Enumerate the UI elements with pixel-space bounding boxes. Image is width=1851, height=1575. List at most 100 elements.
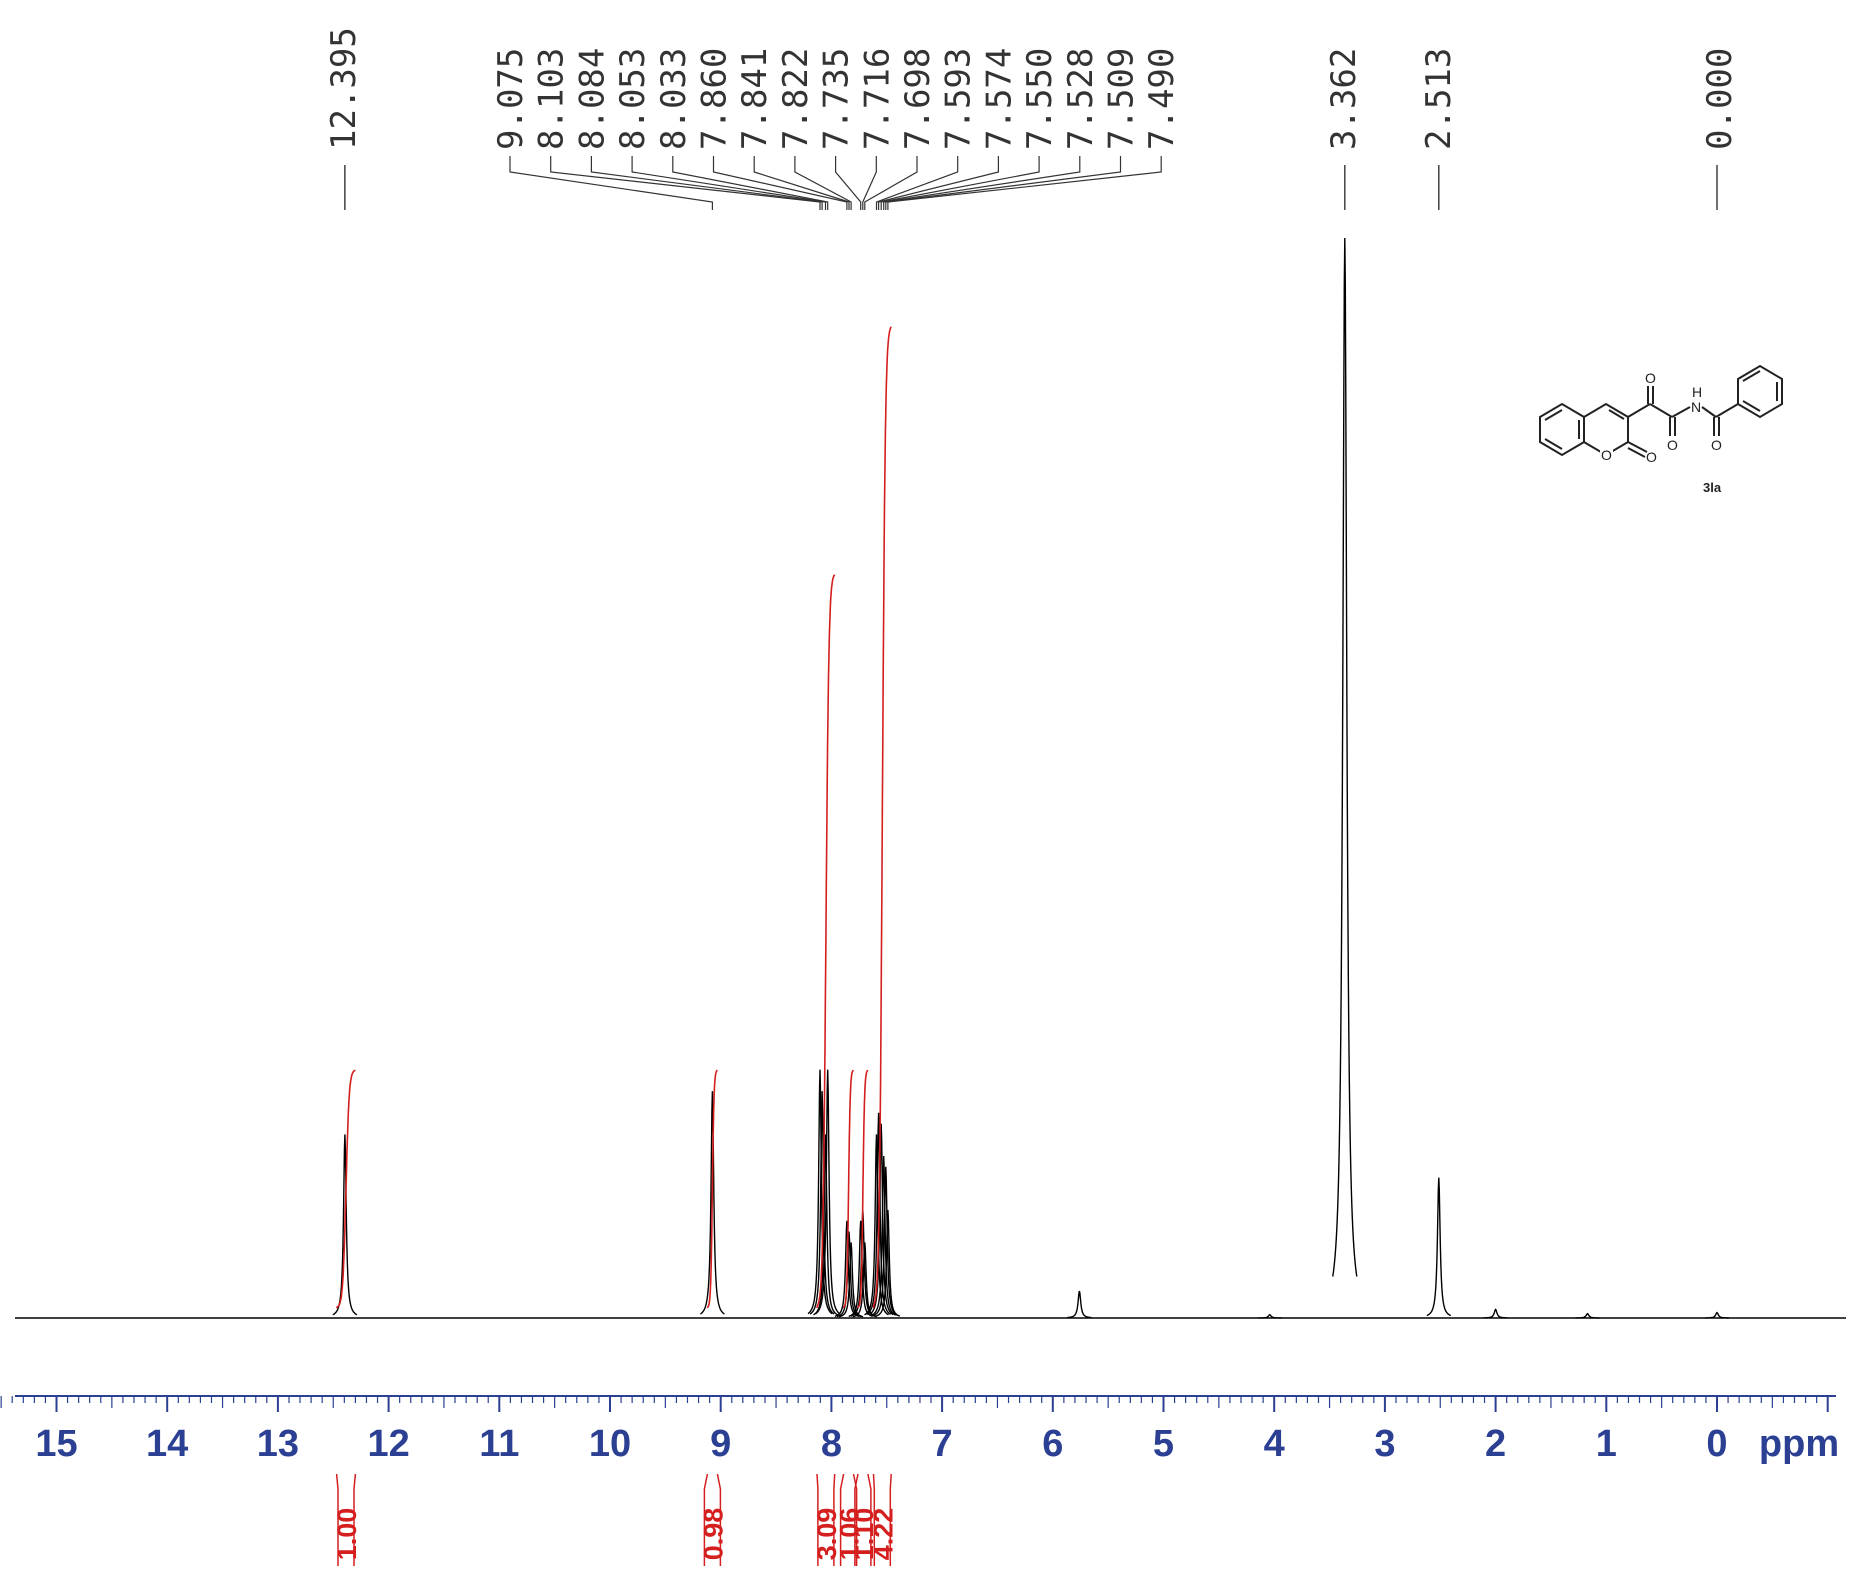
peak-connector <box>712 156 848 210</box>
x-tick-label: 11 <box>479 1423 519 1465</box>
spectrum-peak <box>868 1123 894 1316</box>
lactone-oxygen: O <box>1646 449 1657 465</box>
amide-oxygen: O <box>1667 437 1678 453</box>
integral-label: 0.98 <box>698 1508 728 1561</box>
phenyl-bond <box>1715 403 1739 418</box>
spectrum-peak <box>807 1069 833 1315</box>
peak-label: 7.822 <box>776 48 816 150</box>
peak-connector <box>864 156 918 210</box>
peak-label: 7.490 <box>1142 48 1182 150</box>
x-tick-label: 0 <box>1706 1423 1727 1465</box>
peak-label: 7.716 <box>857 48 897 150</box>
benzo-ring <box>1539 402 1585 457</box>
peak-label-layer: 12.395 9.075 8.103 8.084 8.053 8.033 7.860 7.84… <box>324 27 1740 210</box>
x-tick-label: 12 <box>367 1423 409 1465</box>
peak-connector <box>753 156 850 210</box>
phenyl-double-bond <box>1742 400 1761 412</box>
peak-connector <box>887 156 1162 210</box>
peak-label: 2.513 <box>1419 48 1459 150</box>
x-axis: 15 14 13 12 11 10 9 8 7 6 5 4 3 2 1 0 ppm <box>0 1395 1839 1465</box>
n-bond <box>1671 406 1691 418</box>
peak-connector <box>835 156 862 210</box>
x-tick-label: 8 <box>821 1423 842 1465</box>
spectrum-peak <box>1426 1177 1452 1317</box>
peak-connector <box>885 156 1122 210</box>
spectrum-peak <box>871 1155 897 1316</box>
spectrum-peak <box>809 1091 835 1315</box>
amide-bond <box>1649 403 1673 418</box>
integral-curve <box>706 1069 718 1309</box>
peak-label: 7.841 <box>735 48 775 150</box>
peak-connector <box>631 156 827 210</box>
integral-label: 1.06 <box>835 1508 865 1561</box>
integral-bracket <box>854 1473 872 1566</box>
peak-label: 7.528 <box>1061 48 1101 150</box>
spectrum-peak <box>1332 237 1358 1277</box>
benzoyl-oxygen: O <box>1711 437 1722 453</box>
peak-label: 9.075 <box>491 48 531 150</box>
benzo-double-bond <box>1544 438 1563 450</box>
spectrum-peak <box>1067 1290 1092 1319</box>
peak-connector <box>875 156 959 210</box>
x-tick-label: 3 <box>1374 1423 1395 1465</box>
peak-connector <box>880 156 1040 210</box>
spectrum-peak <box>848 1220 873 1317</box>
spectrum-peak <box>1705 1311 1729 1319</box>
integral-bracket <box>816 1473 836 1566</box>
x-tick-label: 9 <box>710 1423 731 1465</box>
spectrum-peak <box>866 1112 891 1316</box>
peak-label: 8.053 <box>613 48 653 150</box>
peak-label: 0.000 <box>1700 48 1740 150</box>
peak-label: 8.033 <box>654 48 694 150</box>
x-tick-label: 7 <box>932 1423 953 1465</box>
phenyl-double-bond <box>1742 370 1761 382</box>
integral-curve <box>872 326 892 1309</box>
x-axis-unit: ppm <box>1759 1423 1839 1465</box>
integral-label: 3.09 <box>812 1508 842 1561</box>
nh-hydrogen: H <box>1692 384 1702 400</box>
peak-label: 12.395 <box>324 27 364 150</box>
x-tick-label: 2 <box>1485 1423 1506 1465</box>
integral-curve <box>857 1069 869 1309</box>
integral-label: 4.22 <box>868 1508 898 1561</box>
phenyl-ring <box>1737 364 1783 419</box>
spectrum-peak <box>332 1134 358 1316</box>
nitrogen: N <box>1691 399 1701 415</box>
peak-label: 7.735 <box>817 48 857 150</box>
x-tick-label: 5 <box>1153 1423 1174 1465</box>
peak-connector <box>590 156 823 210</box>
spectrum-peak <box>875 1209 901 1317</box>
integral-curve <box>335 1069 356 1309</box>
peak-label: 7.509 <box>1102 48 1142 150</box>
peak-connector <box>883 156 1081 210</box>
spectrum-peak <box>873 1166 899 1317</box>
integral-layer: 1.00 0.98 3.091.061.104.22 <box>332 326 898 1566</box>
peak-label: 8.103 <box>532 48 572 150</box>
peak-label: 7.550 <box>1020 48 1060 150</box>
x-tick-label: 15 <box>35 1423 77 1465</box>
spectrum-peak <box>1575 1312 1600 1319</box>
spectrum-peak <box>1257 1314 1282 1319</box>
x-tick-label: 6 <box>1042 1423 1063 1465</box>
x-tick-label: 4 <box>1264 1423 1285 1465</box>
ring-oxygen: O <box>1601 447 1612 463</box>
integral-bracket <box>872 1473 892 1566</box>
spectrum-peak <box>838 1242 864 1318</box>
peak-label: 7.860 <box>695 48 735 150</box>
integral-bracket <box>703 1473 722 1566</box>
peak-connector <box>794 156 852 210</box>
lactone-carbonyl <box>1627 447 1646 458</box>
integral-curve <box>816 574 836 1309</box>
keto-oxygen: O <box>1645 370 1656 386</box>
keto-bond <box>1627 403 1651 418</box>
integral-curve <box>842 1069 855 1309</box>
peak-connector <box>878 156 999 210</box>
integral-label: 1.00 <box>332 1508 362 1561</box>
x-tick-label: 10 <box>589 1423 631 1465</box>
integral-bracket <box>839 1473 858 1566</box>
spectrum-peak <box>1483 1308 1508 1319</box>
spectrum-peak <box>700 1091 725 1315</box>
pyranone-double-bond <box>1608 409 1625 420</box>
peak-label: 7.574 <box>979 48 1019 150</box>
x-tick-label: 14 <box>146 1423 188 1465</box>
